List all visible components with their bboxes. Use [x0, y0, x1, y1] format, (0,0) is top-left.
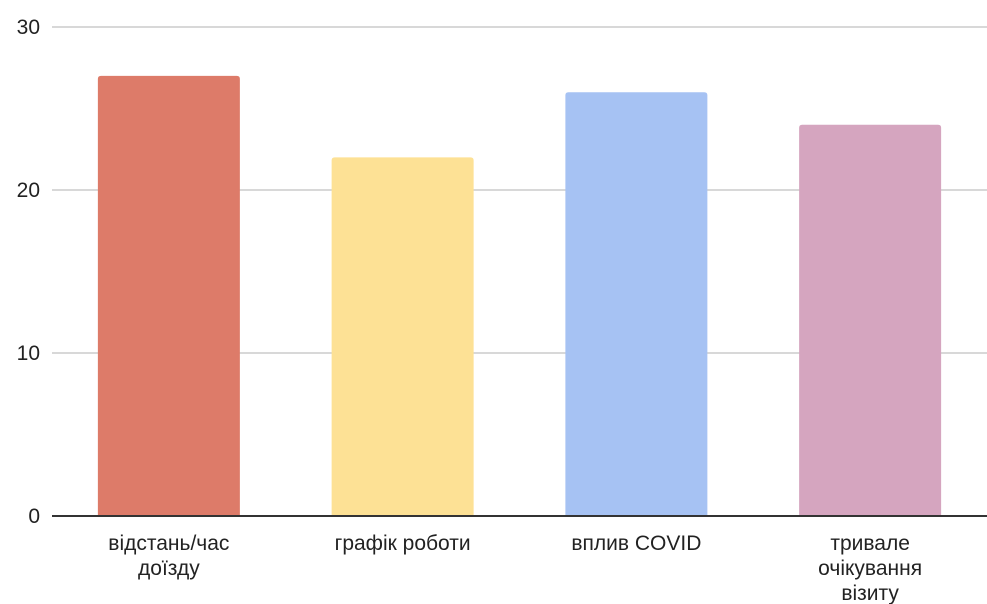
bar	[799, 124, 942, 517]
bar	[97, 75, 240, 517]
x-category-label: графік роботи	[335, 532, 471, 555]
y-axis-ticks: 0 10 20 30	[17, 16, 40, 528]
x-category-label: відстань/час доїзду	[108, 532, 229, 580]
bar	[331, 157, 474, 516]
y-tick-label: 20	[17, 179, 40, 202]
bar	[565, 92, 708, 516]
x-category-label: тривале очікування візиту	[818, 532, 922, 604]
x-category-label: вплив COVID	[571, 532, 701, 555]
x-axis-labels: відстань/час доїзду графік роботи вплив COV…	[108, 532, 922, 604]
y-tick-label: 10	[17, 342, 40, 365]
y-tick-label: 0	[28, 505, 40, 528]
bars	[97, 75, 942, 517]
y-tick-label: 30	[17, 16, 40, 39]
